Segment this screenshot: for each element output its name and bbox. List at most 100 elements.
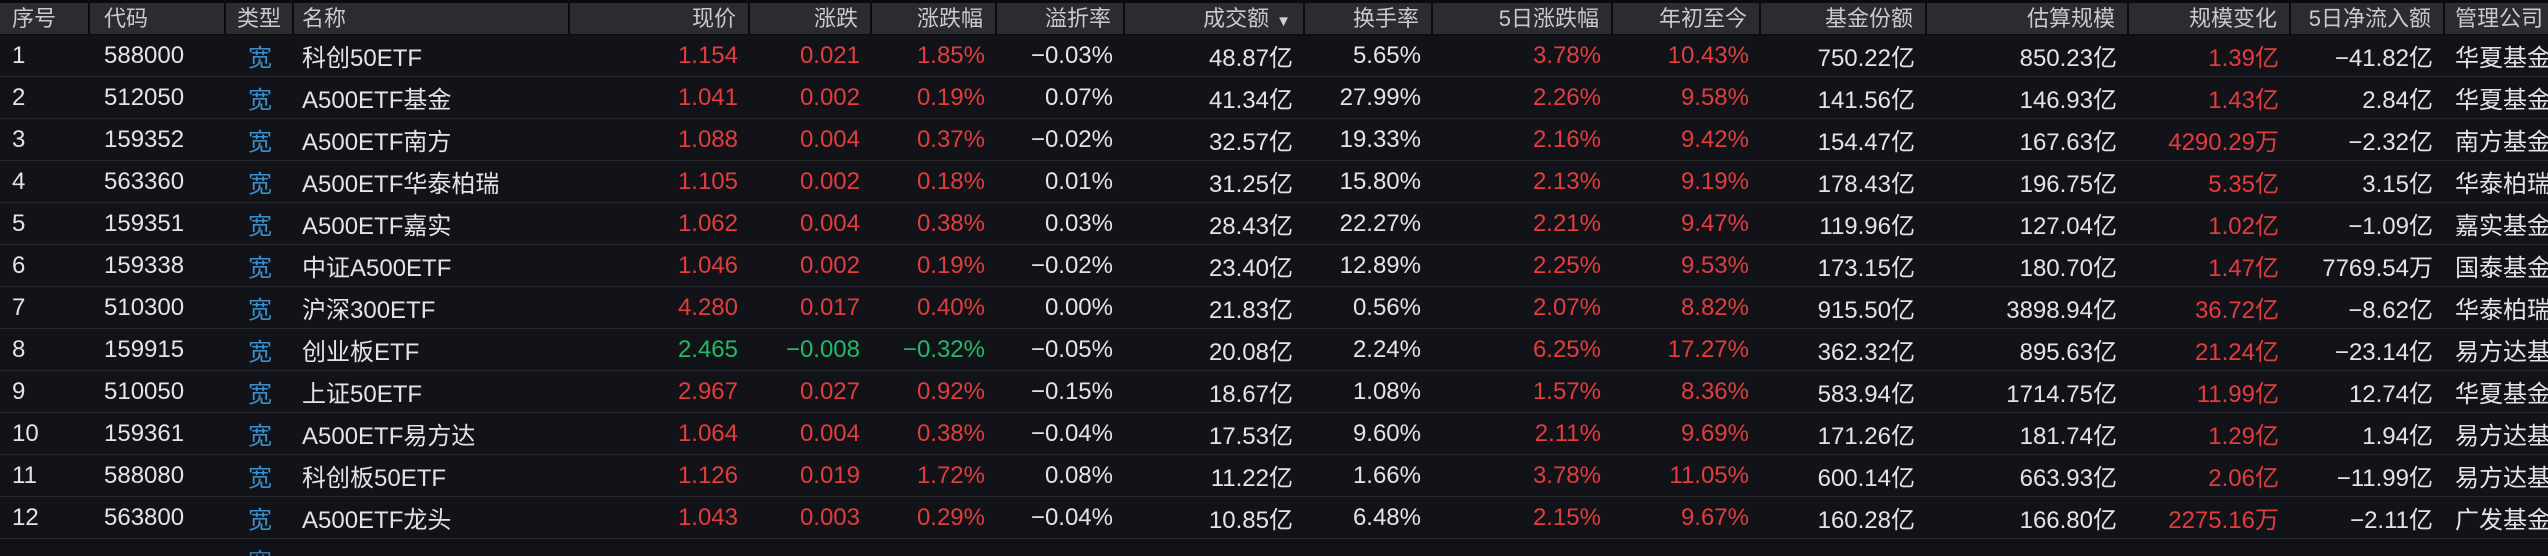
table-row[interactable]: 4 563360 宽 A500ETF华泰柏瑞 1.105 0.002 0.18% 0.01% 3… — [0, 161, 2548, 203]
cell-scale_change: 2.06亿 — [2208, 465, 2279, 492]
table-row[interactable]: 5 159351 宽 A500ETF嘉实 1.062 0.004 0.38% 0.03% 28.… — [0, 203, 2548, 245]
column-header-label: 涨跌 — [813, 6, 858, 31]
cell-net_inflow_5d: 3.15亿 — [2362, 171, 2433, 198]
cell-premium_rate: −0.04% — [1030, 503, 1113, 531]
type-badge: 宽 — [248, 171, 272, 198]
column-header-est_scale[interactable]: 估算规模 — [1927, 3, 2129, 34]
cell-change: 0.004 — [799, 419, 860, 447]
cell-est_scale: 196.75亿 — [2019, 171, 2117, 198]
type-badge: 宽 — [248, 129, 272, 156]
column-header-label: 涨跌幅 — [916, 6, 983, 31]
cell-code: 159338 — [104, 251, 185, 279]
cell-price: 1.126 — [677, 461, 738, 489]
cell-net_inflow_5d: −2.32亿 — [2348, 129, 2433, 156]
cell-chg_5d: 6.25% — [1532, 335, 1601, 363]
cell-turnover_rate: 1.66% — [1352, 461, 1421, 489]
cell-est_scale: 180.70亿 — [2019, 255, 2117, 282]
cell-change_pct: 0.38% — [916, 419, 985, 447]
table-row[interactable]: 1 588000 宽 科创50ETF 1.154 0.021 1.85% −0.03% 48.8… — [0, 35, 2548, 77]
column-header-price[interactable]: 现价 — [570, 3, 750, 34]
column-header-type[interactable]: 类型 — [226, 3, 294, 34]
column-header-change_pct[interactable]: 涨跌幅 — [872, 3, 997, 34]
cell-change_pct: 0.18% — [916, 167, 985, 195]
cell-manager: 易方达基金 — [2455, 423, 2548, 450]
cell-seq: 2 — [12, 83, 26, 111]
cell-turnover_rate: 22.27% — [1339, 209, 1421, 237]
column-header-fund_shares[interactable]: 基金份额 — [1761, 3, 1927, 34]
table-row[interactable]: 6 159338 宽 中证A500ETF 1.046 0.002 0.19% −0.02% 23… — [0, 245, 2548, 287]
cell-change_pct: 0.37% — [916, 125, 985, 153]
cell-price: 1.105 — [677, 167, 738, 195]
column-header-ytd[interactable]: 年初至今 — [1613, 3, 1761, 34]
cell-est_scale: 850.23亿 — [2019, 45, 2117, 72]
header-row: 序号 代码 类型 名称 现价 涨跌 涨跌幅 溢折率 成交额 ▼ 换手率 5日涨跌幅 年初至今 基金份额 估算… — [0, 3, 2548, 34]
cell-turnover_rate: 0.56% — [1352, 293, 1421, 321]
cell-chg_5d: 2.16% — [1532, 125, 1601, 153]
cell-fund_shares: 171.26亿 — [1817, 423, 1915, 450]
cell-change: 0.004 — [799, 125, 860, 153]
type-badge: 宽 — [248, 381, 272, 408]
table-row[interactable]: 12 563800 宽 A500ETF龙头 1.043 0.003 0.29% −0.04% 1… — [0, 497, 2548, 539]
cell-price: 1.041 — [677, 83, 738, 111]
column-header-label: 溢折率 — [1044, 6, 1111, 31]
column-header-turnover[interactable]: 成交额 ▼ — [1125, 3, 1305, 34]
cell-turnover: 28.43亿 — [1208, 213, 1293, 240]
column-header-net_inflow_5d[interactable]: 5日净流入额 — [2291, 3, 2445, 34]
column-header-code[interactable]: 代码 — [90, 3, 226, 34]
cell-price: 1.043 — [677, 503, 738, 531]
cell-scale_change: 2275.16万 — [2168, 507, 2279, 534]
table-row[interactable]: 8 159915 宽 创业板ETF 2.465 −0.008 −0.32% −0.05% 20.… — [0, 329, 2548, 371]
cell-turnover: 32.57亿 — [1208, 129, 1293, 156]
type-badge: 宽 — [248, 213, 272, 240]
column-header-turnover_rate[interactable]: 换手率 — [1305, 3, 1433, 34]
column-header-seq[interactable]: 序号 — [0, 3, 90, 34]
cell-est_scale: 1714.75亿 — [2006, 381, 2117, 408]
table-row[interactable]: 11 588080 宽 科创板50ETF 1.126 0.019 1.72% 0.08% 11.… — [0, 455, 2548, 497]
cell-code: 512050 — [104, 83, 185, 111]
column-header-chg_5d[interactable]: 5日涨跌幅 — [1433, 3, 1613, 34]
cell-turnover_rate: 1.08% — [1352, 377, 1421, 405]
type-badge: 宽 — [248, 339, 272, 366]
column-header-change[interactable]: 涨跌 — [750, 3, 872, 34]
cell-chg_5d: 3.78% — [1532, 461, 1601, 489]
column-header-label: 换手率 — [1352, 6, 1419, 31]
cell-manager: 华夏基金 — [2455, 87, 2548, 114]
column-header-scale_change[interactable]: 规模变化 — [2129, 3, 2291, 34]
cell-turnover_rate: 9.60% — [1352, 419, 1421, 447]
column-header-label: 成交额 — [1203, 6, 1270, 31]
cell-fund_shares: 362.32亿 — [1817, 339, 1915, 366]
table-row[interactable]: 7 510300 宽 沪深300ETF 4.280 0.017 0.40% 0.00% 21.8… — [0, 287, 2548, 329]
column-header-name[interactable]: 名称 — [294, 3, 570, 34]
column-header-label: 管理公司 — [2455, 6, 2544, 31]
column-header-label: 现价 — [691, 6, 736, 31]
column-header-label: 基金份额 — [1824, 6, 1913, 31]
cell-change: 0.027 — [799, 377, 860, 405]
cell-seq: 11 — [12, 461, 37, 489]
table-row[interactable]: 3 159352 宽 A500ETF南方 1.088 0.004 0.37% −0.02% 32… — [0, 119, 2548, 161]
cell-price: 1.046 — [677, 251, 738, 279]
cell-fund_shares: 750.22亿 — [1817, 45, 1915, 72]
table-row-partial[interactable]: 宽 — [0, 539, 2548, 556]
cell-manager: 国泰基金 — [2455, 255, 2548, 282]
cell-premium_rate: 0.03% — [1044, 209, 1113, 237]
table-row[interactable]: 10 159361 宽 A500ETF易方达 1.064 0.004 0.38% −0.04%… — [0, 413, 2548, 455]
column-header-premium_rate[interactable]: 溢折率 — [997, 3, 1125, 34]
cell-turnover_rate: 27.99% — [1339, 83, 1421, 111]
cell-ytd: 9.19% — [1680, 167, 1749, 195]
cell-ytd: 11.05% — [1669, 461, 1749, 489]
cell-est_scale: 663.93亿 — [2019, 465, 2117, 492]
table-row[interactable]: 9 510050 宽 上证50ETF 2.967 0.027 0.92% −0.15% 18.6… — [0, 371, 2548, 413]
cell-est_scale: 3898.94亿 — [2006, 297, 2117, 324]
column-header-label: 代码 — [104, 6, 149, 31]
cell-scale_change: 1.39亿 — [2208, 45, 2279, 72]
cell-ytd: 9.53% — [1680, 251, 1749, 279]
column-header-manager[interactable]: 管理公司 — [2445, 3, 2548, 34]
cell-turnover: 48.87亿 — [1208, 45, 1293, 72]
table-row[interactable]: 2 512050 宽 A500ETF基金 1.041 0.002 0.19% 0.07% 41.… — [0, 77, 2548, 119]
cell-change_pct: 0.29% — [916, 503, 985, 531]
cell-manager: 华夏基金 — [2455, 45, 2548, 72]
cell-ytd: 8.82% — [1680, 293, 1749, 321]
cell-turnover: 18.67亿 — [1208, 381, 1293, 408]
cell-ytd: 9.67% — [1680, 503, 1749, 531]
column-header-label: 类型 — [236, 6, 281, 31]
